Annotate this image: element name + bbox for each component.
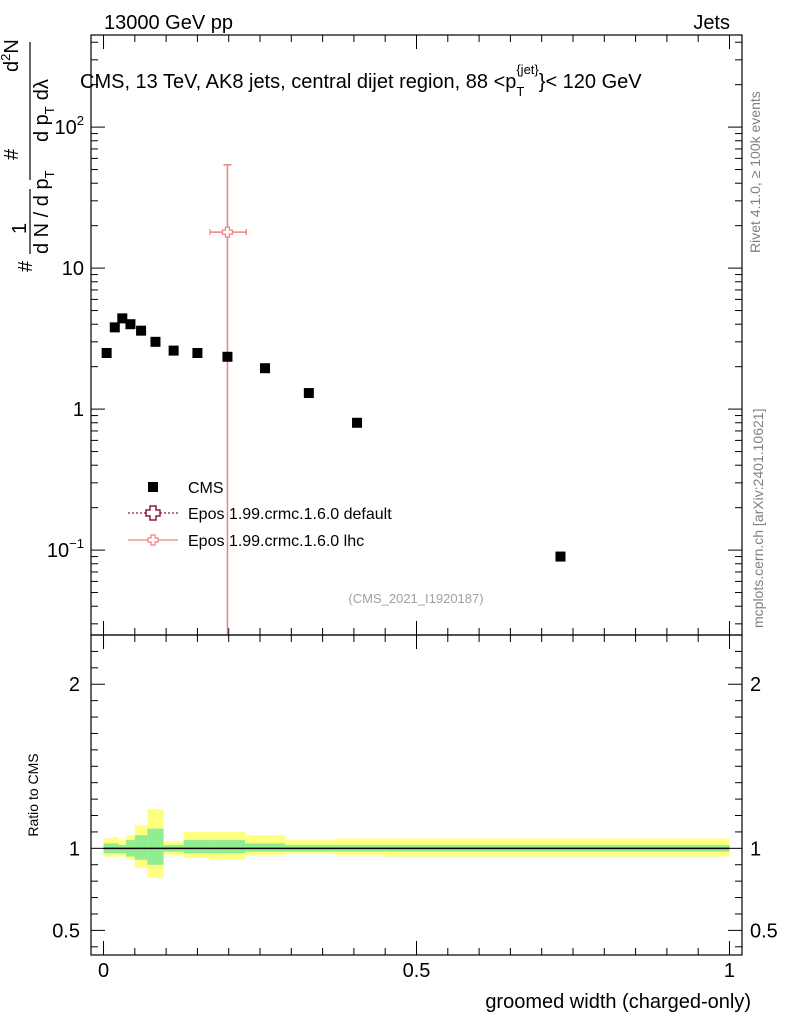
main-y-tick-label: 1 — [73, 399, 84, 421]
main-x-axis-ticks — [103, 35, 730, 635]
ratio-band-inner — [134, 835, 148, 860]
ratio-ylabel: Ratio to CMS — [25, 753, 41, 836]
legend-epos-lhc-label: Epos 1.99.crmc.1.6.0 lhc — [188, 533, 364, 550]
legend-cms-marker — [148, 482, 158, 492]
main-y-tick-label: 102 — [55, 113, 84, 139]
x-tick-label: 0 — [98, 960, 109, 982]
cms-data-point — [168, 345, 179, 356]
main-y-axis: 10−1 1 10 102 — [47, 41, 742, 625]
legend-epos-default-label: Epos 1.99.crmc.1.6.0 default — [188, 506, 392, 523]
main-title: CMS, 13 TeV, AK8 jets, central dijet reg… — [80, 62, 642, 99]
epos-lhc-point — [221, 226, 234, 238]
main-y-tick-label: 10−1 — [47, 536, 84, 562]
ratio-band-inner — [118, 845, 127, 854]
legend-epos-lhc-marker — [147, 534, 159, 546]
main-data-marks — [101, 164, 566, 635]
ratio-y-tick-label: 1 — [69, 838, 80, 860]
ratio-y-tick-label: 0.5 — [52, 920, 80, 942]
main-ylabel: # 1 d N / d pT # d2N d pTdλ — [0, 39, 57, 272]
ratio-band-inner — [244, 843, 286, 852]
ratio-y-tick-label-right: 0.5 — [750, 920, 778, 942]
ylabel-d2N: d2N — [0, 39, 23, 72]
legend-epos-default-marker — [145, 505, 161, 521]
ratio-band-inner — [209, 840, 245, 854]
cms-data-point — [117, 313, 128, 324]
main-title-tail: }< 120 GeV — [539, 71, 643, 93]
cms-data-point — [352, 417, 363, 428]
x-axis-label: groomed width (charged-only) — [485, 991, 751, 1013]
main-title-sub: T — [516, 84, 524, 99]
cms-data-point — [125, 319, 136, 330]
cms-data-point — [150, 336, 161, 347]
ratio-band-inner — [183, 840, 210, 854]
cms-data-point — [555, 551, 566, 562]
ylabel-dN-dpT: d N / d pT — [31, 170, 57, 254]
ratio-y-tick-label-right: 2 — [750, 674, 761, 696]
cms-data-point — [303, 388, 314, 399]
ratio-y-tick-label: 2 — [69, 674, 80, 696]
ylabel-sharp-b: # — [1, 148, 23, 160]
ratio-band-inner — [147, 828, 164, 865]
ratio-y-axis: 0.5 0.5 1 1 2 2 — [52, 650, 778, 948]
x-tick-label: 1 — [724, 960, 735, 982]
header-energy-label: 13000 GeV pp — [104, 12, 233, 34]
ratio-y-tick-label-right: 1 — [750, 838, 761, 860]
analysis-id-annotation: (CMS_2021_I1920187) — [348, 591, 483, 606]
cms-data-point — [136, 325, 147, 336]
cms-data-point — [192, 347, 203, 358]
header-category-label: Jets — [693, 12, 730, 34]
ratio-panel-frame — [90, 634, 743, 956]
rivet-version-label: Rivet 4.1.0, ≥ 100k events — [747, 91, 763, 253]
legend: CMS Epos 1.99.crmc.1.6.0 default Epos 1.… — [128, 480, 392, 550]
ylabel-one: 1 — [9, 223, 31, 234]
legend-cms-label: CMS — [188, 480, 224, 497]
main-title-sup: {jet} — [516, 62, 539, 77]
cms-data-point — [109, 322, 120, 333]
mcplots-label: mcplots.cern.ch [arXiv:2401.10621] — [750, 409, 766, 628]
cms-data-point — [101, 347, 112, 358]
cms-data-point — [222, 351, 233, 362]
x-tick-label: 0.5 — [403, 960, 431, 982]
main-y-tick-label: 10 — [62, 258, 84, 280]
cms-data-point — [260, 363, 271, 374]
ratio-uncertainty-bands — [103, 808, 730, 878]
ylabel-sharp-a: # — [15, 260, 37, 272]
ylabel-dpT-dl: d pTdλ — [31, 79, 57, 142]
ratio-x-axis: 0 0.5 1 — [98, 635, 735, 982]
